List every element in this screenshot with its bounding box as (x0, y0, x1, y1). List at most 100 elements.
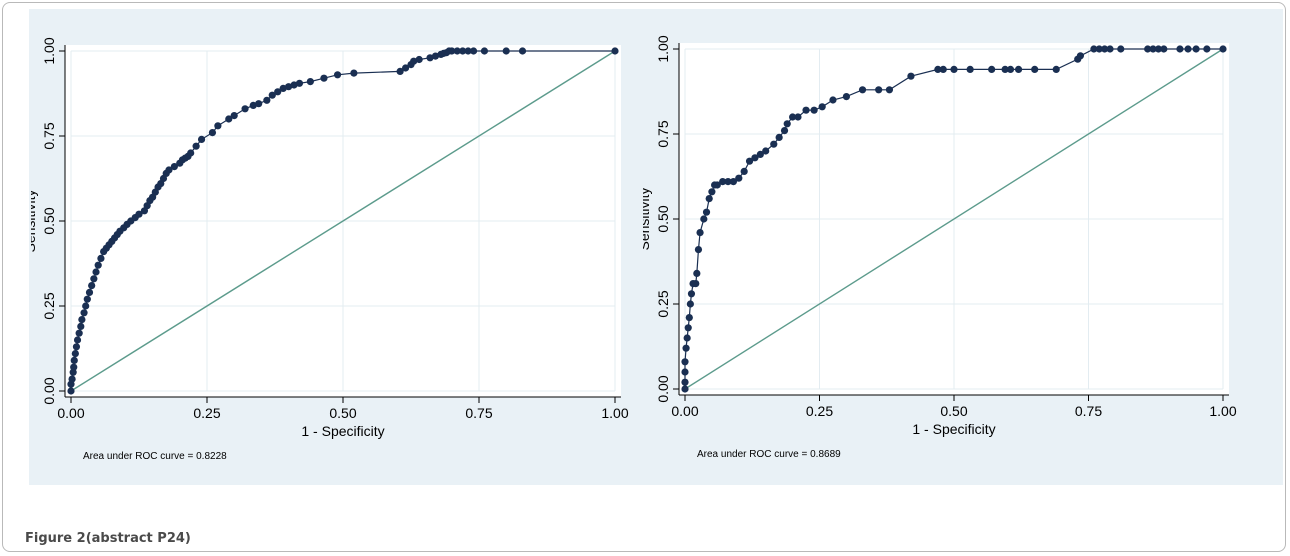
roc-point (708, 188, 716, 196)
roc-point (73, 336, 82, 344)
auc-annotation: Area under ROC curve = 0.8228 (83, 451, 227, 462)
y-tick-label: 0.75 (41, 122, 57, 149)
roc-point (480, 47, 489, 55)
roc-point (694, 246, 703, 254)
roc-point (241, 105, 249, 113)
roc-point (780, 127, 789, 135)
x-axis-title: 1 - Specificity (912, 421, 995, 437)
roc-point (683, 334, 691, 342)
roc-point (789, 113, 797, 121)
roc-point (939, 65, 947, 73)
x-axis-title: 1 - Specificity (301, 423, 384, 439)
roc-point (719, 178, 727, 186)
roc-point (464, 47, 472, 55)
roc-point (1101, 45, 1109, 53)
roc-point (810, 106, 818, 114)
roc-point (692, 280, 700, 288)
roc-point (686, 300, 694, 308)
roc-point (1203, 45, 1211, 53)
roc-point (1076, 52, 1085, 60)
roc-point (775, 133, 783, 141)
x-tick-label: 0.00 (57, 405, 84, 421)
roc-point (794, 113, 802, 121)
x-tick-label: 1.00 (601, 405, 628, 421)
roc-point (1117, 45, 1125, 53)
roc-point (724, 178, 732, 186)
roc-point (770, 140, 778, 148)
roc-point (1192, 45, 1200, 53)
roc-point (1014, 65, 1023, 73)
y-tick-label: 0.25 (655, 290, 671, 317)
roc-point (842, 93, 850, 101)
roc-point (713, 181, 721, 189)
y-axis-title: Sensitivity (31, 189, 38, 252)
roc-point (426, 54, 434, 62)
roc-point (82, 302, 90, 310)
roc-point (934, 65, 942, 73)
roc-point (249, 101, 257, 109)
y-tick-label: 0.50 (655, 205, 671, 232)
roc-point (97, 254, 105, 262)
roc-point (818, 103, 826, 111)
x-tick-label: 1.00 (1209, 403, 1236, 419)
roc-point (431, 52, 440, 60)
y-axis-title: Sensitivity (643, 187, 652, 250)
roc-point (740, 167, 748, 175)
y-tick-label: 0.00 (655, 375, 671, 402)
y-tick-label: 0.75 (655, 120, 671, 147)
roc-point (295, 79, 304, 87)
roc-point (1001, 65, 1009, 73)
roc-point (78, 316, 86, 324)
roc-point (685, 314, 693, 322)
roc-point (684, 324, 692, 332)
y-tick-label: 0.00 (41, 377, 57, 404)
roc-point (702, 208, 711, 216)
x-tick-label: 0.00 (671, 403, 698, 419)
roc-point (1090, 45, 1098, 53)
y-tick-label: 0.50 (41, 207, 57, 234)
reference-line (70, 50, 616, 392)
roc-point (192, 142, 200, 150)
roc-point (1031, 65, 1039, 73)
roc-point (80, 309, 88, 317)
roc-point (214, 122, 222, 130)
roc-point (762, 147, 770, 155)
y-tick-label: 0.25 (41, 292, 57, 319)
roc-point (396, 67, 404, 75)
roc-point (401, 64, 410, 72)
roc-point (83, 295, 91, 303)
roc-point (94, 261, 102, 269)
roc-point (1006, 65, 1015, 73)
roc-point (197, 135, 206, 143)
roc-point (90, 275, 98, 283)
roc-point (187, 149, 195, 157)
roc-point (306, 78, 314, 86)
x-tick-label: 0.75 (1075, 403, 1102, 419)
roc-point (263, 96, 271, 104)
roc-point (611, 47, 619, 55)
roc-point (751, 154, 759, 162)
x-tick-label: 0.50 (329, 405, 356, 421)
roc-point (70, 363, 78, 371)
roc-point (448, 47, 456, 55)
roc-point (1052, 65, 1060, 73)
roc-point (85, 288, 94, 296)
roc-point (502, 47, 510, 55)
roc-point (988, 65, 996, 73)
x-tick-label: 0.25 (806, 403, 833, 419)
roc-point (1144, 45, 1152, 53)
x-tick-label: 0.50 (940, 403, 967, 419)
roc-point (687, 290, 696, 298)
roc-point (682, 344, 690, 352)
roc-point (88, 282, 96, 290)
roc-point (518, 47, 527, 55)
roc-point (1154, 45, 1163, 53)
roc-point (1176, 45, 1184, 53)
roc-point (735, 174, 743, 182)
roc-chart-left: 0.00 0.25 0.50 0.75 1.00 0.00 0.25 0.50 0.75 1.00… (31, 37, 629, 462)
roc-point (681, 378, 689, 386)
roc-point (1219, 45, 1227, 53)
roc-point (459, 47, 467, 55)
roc-point (92, 268, 100, 276)
roc-point (225, 115, 233, 123)
